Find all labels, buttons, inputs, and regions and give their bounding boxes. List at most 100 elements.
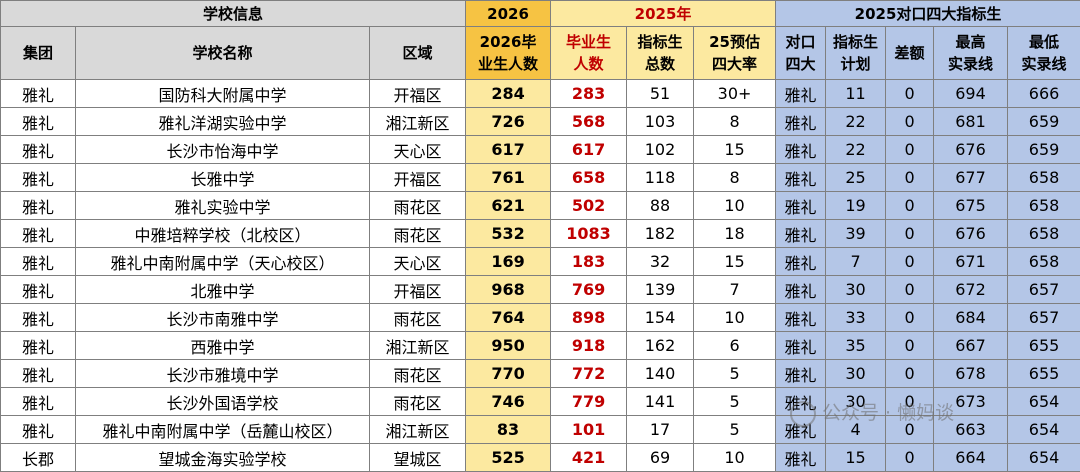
- target-school-cell: 雅礼: [776, 304, 826, 332]
- quota-total-cell: 139: [627, 276, 694, 304]
- col-header-grads-2025: 毕业生人数: [551, 27, 627, 80]
- district-cell: 天心区: [370, 248, 466, 276]
- grads-2025-cell: 183: [551, 248, 627, 276]
- quota-plan-cell: 30: [826, 360, 886, 388]
- school-name-cell: 西雅中学: [76, 332, 370, 360]
- group-cell: 雅礼: [1, 220, 76, 248]
- target-school-cell: 雅礼: [776, 220, 826, 248]
- grads-2026-cell: 83: [466, 416, 551, 444]
- max-score-cell: 694: [934, 80, 1008, 108]
- group-cell: 雅礼: [1, 304, 76, 332]
- group-header-quota-2025: 2025对口四大指标生: [776, 1, 1080, 27]
- group-header-school-info: 学校信息: [1, 1, 466, 27]
- school-name-cell: 长雅中学: [76, 164, 370, 192]
- group-cell: 雅礼: [1, 416, 76, 444]
- district-cell: 雨花区: [370, 192, 466, 220]
- district-cell: 雨花区: [370, 388, 466, 416]
- district-cell: 天心区: [370, 136, 466, 164]
- col-header-school-name: 学校名称: [76, 27, 370, 80]
- min-score-cell: 655: [1008, 332, 1080, 360]
- difference-cell: 0: [886, 192, 934, 220]
- grads-2026-cell: 621: [466, 192, 551, 220]
- col-header-quota-total: 指标生总数: [627, 27, 694, 80]
- min-score-cell: 654: [1008, 388, 1080, 416]
- target-school-cell: 雅礼: [776, 80, 826, 108]
- est-rate-cell: 7: [694, 276, 776, 304]
- group-cell: 雅礼: [1, 332, 76, 360]
- est-rate-cell: 5: [694, 416, 776, 444]
- grads-2025-cell: 502: [551, 192, 627, 220]
- district-cell: 雨花区: [370, 304, 466, 332]
- grads-2025-cell: 421: [551, 444, 627, 472]
- col-header-est-rate: 25预估四大率: [694, 27, 776, 80]
- max-score-cell: 681: [934, 108, 1008, 136]
- group-header-row: 学校信息 2026 2025年 2025对口四大指标生: [1, 1, 1080, 27]
- min-score-cell: 654: [1008, 444, 1080, 472]
- min-score-cell: 657: [1008, 276, 1080, 304]
- max-score-cell: 676: [934, 136, 1008, 164]
- quota-plan-cell: 25: [826, 164, 886, 192]
- col-header-target-school: 对口四大: [776, 27, 826, 80]
- quota-total-cell: 69: [627, 444, 694, 472]
- grads-2025-cell: 617: [551, 136, 627, 164]
- difference-cell: 0: [886, 164, 934, 192]
- school-name-cell: 雅礼实验中学: [76, 192, 370, 220]
- quota-plan-cell: 19: [826, 192, 886, 220]
- group-header-2026: 2026: [466, 1, 551, 27]
- school-name-cell: 长沙外国语学校: [76, 388, 370, 416]
- est-rate-cell: 8: [694, 164, 776, 192]
- max-score-cell: 677: [934, 164, 1008, 192]
- quota-plan-cell: 39: [826, 220, 886, 248]
- min-score-cell: 658: [1008, 220, 1080, 248]
- grads-2026-cell: 950: [466, 332, 551, 360]
- quota-total-cell: 182: [627, 220, 694, 248]
- target-school-cell: 雅礼: [776, 332, 826, 360]
- grads-2025-cell: 779: [551, 388, 627, 416]
- quota-plan-cell: 22: [826, 108, 886, 136]
- est-rate-cell: 10: [694, 192, 776, 220]
- min-score-cell: 655: [1008, 360, 1080, 388]
- district-cell: 湘江新区: [370, 108, 466, 136]
- group-cell: 雅礼: [1, 108, 76, 136]
- grads-2025-cell: 769: [551, 276, 627, 304]
- watermark-text: 公众号 · 懒妈谈: [822, 402, 954, 424]
- target-school-cell: 雅礼: [776, 248, 826, 276]
- quota-total-cell: 154: [627, 304, 694, 332]
- watermark: 公众号 · 懒妈谈: [790, 398, 954, 427]
- grads-2026-cell: 525: [466, 444, 551, 472]
- group-cell: 雅礼: [1, 164, 76, 192]
- district-cell: 开福区: [370, 164, 466, 192]
- group-cell: 雅礼: [1, 360, 76, 388]
- quota-total-cell: 118: [627, 164, 694, 192]
- grads-2026-cell: 726: [466, 108, 551, 136]
- grads-2026-cell: 968: [466, 276, 551, 304]
- est-rate-cell: 6: [694, 332, 776, 360]
- target-school-cell: 雅礼: [776, 360, 826, 388]
- max-score-cell: 672: [934, 276, 1008, 304]
- target-school-cell: 雅礼: [776, 108, 826, 136]
- target-school-cell: 雅礼: [776, 192, 826, 220]
- est-rate-cell: 5: [694, 388, 776, 416]
- group-cell: 长郡: [1, 444, 76, 472]
- difference-cell: 0: [886, 332, 934, 360]
- col-header-group: 集团: [1, 27, 76, 80]
- min-score-cell: 658: [1008, 164, 1080, 192]
- min-score-cell: 654: [1008, 416, 1080, 444]
- quota-plan-cell: 15: [826, 444, 886, 472]
- est-rate-cell: 5: [694, 360, 776, 388]
- quota-plan-cell: 7: [826, 248, 886, 276]
- target-school-cell: 雅礼: [776, 136, 826, 164]
- grads-2025-cell: 568: [551, 108, 627, 136]
- grads-2025-cell: 101: [551, 416, 627, 444]
- max-score-cell: 675: [934, 192, 1008, 220]
- school-name-cell: 长沙市雅境中学: [76, 360, 370, 388]
- quota-total-cell: 51: [627, 80, 694, 108]
